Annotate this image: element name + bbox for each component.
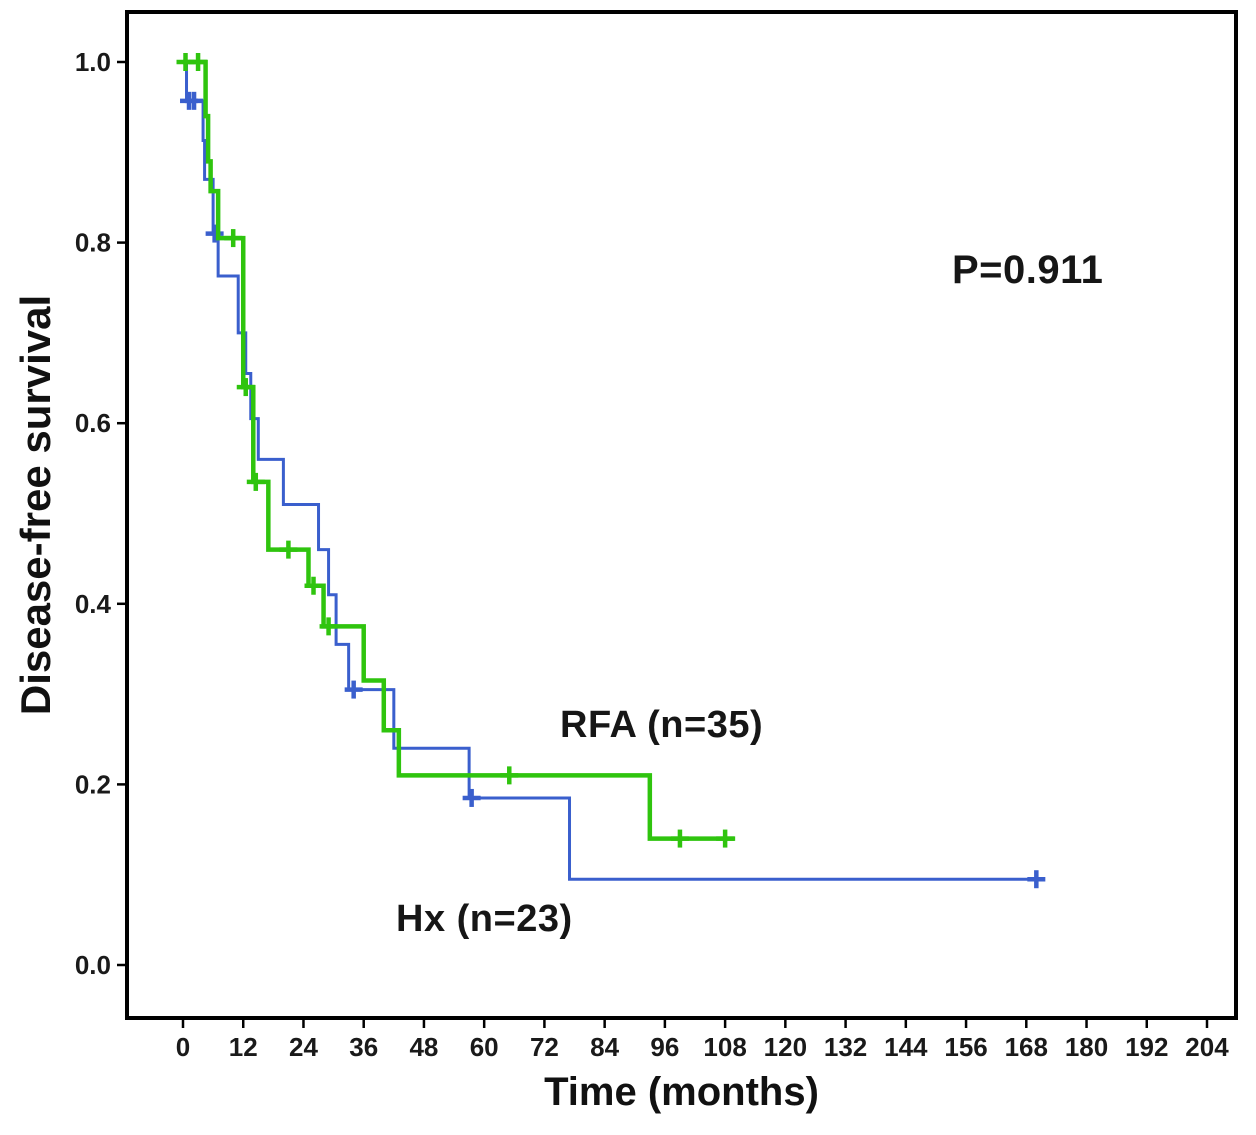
x-tick-label: 12	[229, 1032, 258, 1062]
x-tick-label: 96	[650, 1032, 679, 1062]
x-axis-title: Time (months)	[544, 1070, 819, 1114]
x-tick-label: 180	[1065, 1032, 1108, 1062]
series-label-rfa: RFA (n=35)	[560, 704, 764, 746]
y-tick-label: 0.8	[75, 228, 111, 258]
x-tick-label: 24	[289, 1032, 318, 1062]
x-tick-label: 72	[530, 1032, 559, 1062]
x-tick-label: 168	[1005, 1032, 1048, 1062]
x-tick-label: 60	[470, 1032, 499, 1062]
plot-frame	[125, 10, 1238, 1020]
x-tick-label: 84	[590, 1032, 619, 1062]
y-tick-label: 1.0	[75, 47, 111, 77]
x-tick-label: 156	[944, 1032, 987, 1062]
x-tick-label: 132	[824, 1032, 867, 1062]
survival-curve	[183, 59, 736, 841]
y-tick-label: 0.4	[75, 589, 112, 619]
y-tick-label: 0.2	[75, 769, 111, 799]
y-tick-label: 0.0	[75, 950, 111, 980]
x-tick-label: 0	[176, 1032, 190, 1062]
p-value-annotation: P=0.911	[952, 248, 1104, 292]
y-tick-label: 0.6	[75, 408, 111, 438]
series-label-hx: Hx (n=23)	[396, 898, 573, 940]
x-tick-label: 108	[703, 1032, 746, 1062]
y-axis-title: Disease-free survival	[12, 294, 59, 716]
x-tick-label: 36	[349, 1032, 378, 1062]
survival-curve	[183, 60, 1042, 881]
x-tick-label: 144	[884, 1032, 928, 1062]
x-tick-label: 192	[1125, 1032, 1168, 1062]
x-tick-label: 120	[764, 1032, 807, 1062]
x-tick-label: 204	[1185, 1032, 1229, 1062]
x-tick-label: 48	[409, 1032, 438, 1062]
